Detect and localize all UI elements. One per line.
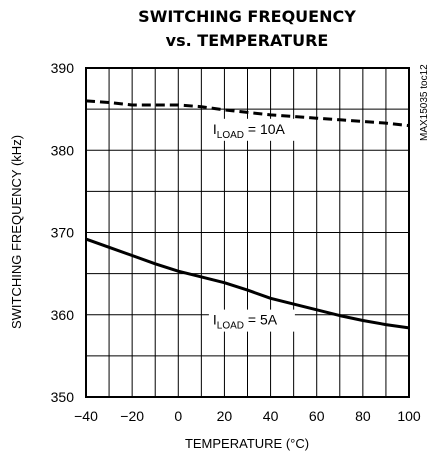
annotation-bg xyxy=(208,309,295,332)
series-line-1 xyxy=(85,99,410,128)
series-lines xyxy=(85,99,410,330)
x-axis-label: TEMPERATURE (°C) xyxy=(185,436,309,451)
y-axis-label: SWITCHING FREQUENCY (kHz) xyxy=(9,135,24,329)
tick-labels: −40 −20 0 20 40 60 80 100 350 360 370 380 390 xyxy=(51,60,421,424)
x-tick-label: −40 xyxy=(74,408,98,424)
y-tick-label: 370 xyxy=(51,225,75,241)
series-line-2 xyxy=(85,237,410,330)
series-label-2: ILOAD = 5A xyxy=(213,312,278,332)
y-tick-label: 350 xyxy=(51,389,75,405)
plot-frame xyxy=(85,67,410,398)
x-tick-label: 20 xyxy=(217,408,233,424)
x-tick-label: 80 xyxy=(355,408,371,424)
chart-title-line2: vs. TEMPERATURE xyxy=(166,31,329,50)
x-tick-label: 40 xyxy=(263,408,279,424)
x-tick-label: 0 xyxy=(174,408,182,424)
x-tick-label: 60 xyxy=(309,408,325,424)
annotation-bg xyxy=(208,118,295,141)
y-tick-label: 360 xyxy=(51,307,75,323)
series-label-1: ILOAD = 10A xyxy=(213,121,286,141)
x-tick-label: −20 xyxy=(120,408,144,424)
figure-note: MAX15035 toc12 xyxy=(419,64,430,141)
chart-title-line1: SWITCHING FREQUENCY xyxy=(138,7,356,26)
y-tick-label: 380 xyxy=(51,142,75,158)
grid xyxy=(86,68,409,397)
y-tick-label: 390 xyxy=(51,60,75,76)
series-annotations: ILOAD = 10A ILOAD = 5A xyxy=(208,118,295,332)
x-tick-label: 100 xyxy=(397,408,421,424)
